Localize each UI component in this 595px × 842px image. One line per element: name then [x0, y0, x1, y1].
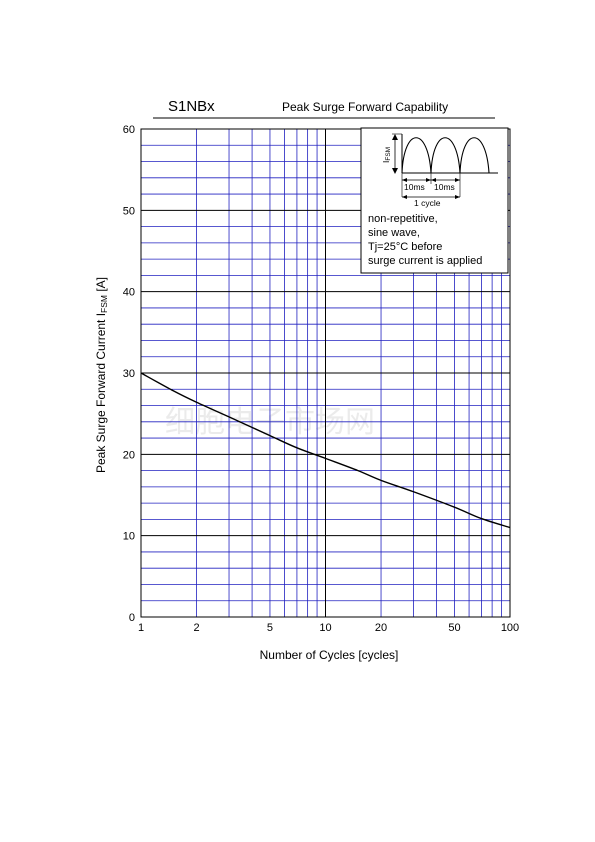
- sine-wave-icon: [401, 137, 490, 174]
- y-tick-label: 0: [129, 612, 135, 624]
- series-line: [140, 372, 511, 529]
- inset-dim-1: 10ms: [404, 182, 425, 192]
- inset-dim-2: 10ms: [434, 182, 455, 192]
- x-axis-label: Number of Cycles [cycles]: [260, 648, 399, 662]
- x-tick-label: 2: [193, 622, 199, 634]
- y-tick-label: 30: [123, 368, 135, 380]
- inset-note-3: Tj=25°C before: [368, 241, 442, 253]
- chart-title: Peak Surge Forward Capability: [282, 100, 448, 114]
- inset-cycle: 1 cycle: [414, 198, 441, 208]
- inset-note-4: surge current is applied: [368, 255, 482, 267]
- x-tick-label: 20: [375, 622, 387, 634]
- inset-note-1: non-repetitive,: [368, 213, 438, 225]
- x-tick-label: 10: [319, 622, 331, 634]
- inset-ifsm-label: IFSM: [381, 147, 392, 163]
- x-tick-labels: 1 2 5 10 20 50 100: [138, 622, 519, 634]
- x-tick-label: 100: [501, 622, 519, 634]
- grid-major: [141, 129, 510, 617]
- y-tick-label: 40: [123, 287, 135, 299]
- inset-note-2: sine wave,: [368, 227, 420, 239]
- y-tick-label: 50: [123, 205, 135, 217]
- x-tick-label: 50: [448, 622, 460, 634]
- y-tick-label: 20: [123, 449, 135, 461]
- y-tick-labels: 0 10 20 30 40 50 60: [123, 124, 135, 624]
- y-tick-label: 10: [123, 531, 135, 543]
- x-tick-label: 5: [267, 622, 273, 634]
- y-axis-label: Peak Surge Forward Current IFSM [A]: [94, 277, 109, 473]
- x-tick-label: 1: [138, 622, 144, 634]
- part-number: S1NBx: [168, 98, 215, 115]
- inset-box: IFSM 10ms 10ms 1 cycle non-repetitive, s…: [360, 127, 509, 274]
- y-tick-label: 60: [123, 124, 135, 136]
